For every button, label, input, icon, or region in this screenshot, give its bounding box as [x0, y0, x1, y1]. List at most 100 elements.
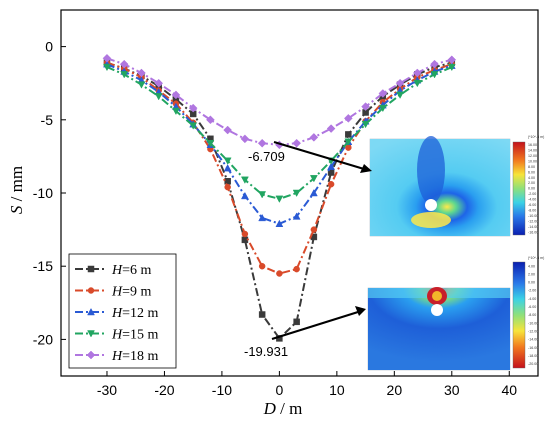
y-tick-label: -15 — [33, 258, 53, 274]
axis-ticks: -30 -20 -10 0 10 20 30 40 0 -5 -10 -15 -20 — [33, 39, 517, 398]
x-tick-label: 20 — [387, 382, 403, 398]
data-point — [223, 164, 232, 172]
data-point — [119, 59, 129, 69]
series-h-5 — [102, 53, 457, 150]
data-point — [258, 311, 266, 318]
data-point — [120, 71, 129, 79]
x-tick-label: 40 — [501, 382, 517, 398]
x-tick-label: 0 — [275, 382, 283, 398]
legend-item: H=6 m — [75, 263, 152, 278]
tunnel-icon — [431, 304, 443, 316]
data-point — [188, 103, 198, 113]
data-point — [361, 102, 370, 111]
legend-label: H=6 m — [111, 263, 152, 278]
scale-label: -12.00 — [528, 220, 538, 224]
data-point — [154, 93, 163, 101]
data-point — [327, 162, 336, 170]
data-point — [292, 212, 301, 220]
legend-label: H=9 m — [111, 285, 152, 300]
data-point — [430, 59, 439, 69]
color-scale-top — [512, 141, 526, 236]
annotation-min-h18: -6.709 — [248, 149, 285, 164]
legend-item: H=18 m — [75, 349, 159, 364]
data-point — [327, 180, 335, 188]
scale-unit-bottom: (*10^-3 m) — [528, 256, 544, 260]
scale-label: 0.00 — [528, 187, 535, 191]
annotation-arrow-top — [273, 140, 365, 171]
scale-label: -20.00 — [528, 362, 538, 366]
scale-label: -4.00 — [528, 297, 536, 301]
data-point — [276, 270, 283, 277]
data-point — [154, 78, 164, 88]
data-point — [292, 189, 301, 198]
annotation-arrowhead-bottom — [355, 306, 366, 316]
scale-unit-top: (*10^-3 m) — [528, 135, 544, 139]
y-tick-label: -20 — [33, 331, 53, 347]
annotation-arrowhead-top — [360, 164, 372, 173]
scale-label: -18.00 — [528, 354, 538, 358]
x-tick-label: 30 — [444, 382, 460, 398]
data-point — [430, 71, 439, 79]
data-point — [223, 125, 233, 135]
data-point — [326, 124, 336, 133]
series-h-4 — [103, 63, 456, 203]
data-point — [447, 55, 457, 65]
data-point — [309, 188, 318, 197]
scale-label: 4.00 — [528, 176, 535, 180]
scale-label: 2.00 — [528, 272, 535, 276]
scale-label: 6.00 — [528, 170, 535, 174]
data-point — [224, 178, 231, 185]
data-point — [258, 262, 266, 270]
x-tick-label: -10 — [212, 382, 232, 398]
data-point — [102, 53, 112, 63]
data-point — [103, 63, 111, 72]
legend-marker — [87, 307, 95, 316]
y-axis-title: S / mm — [7, 166, 26, 214]
series-line — [106, 61, 453, 340]
series-line — [106, 61, 453, 275]
scale-label: 16.00 — [528, 143, 537, 147]
scale-label: -2.00 — [528, 192, 536, 196]
tunnel-icon — [425, 199, 437, 211]
scale-label: -14.00 — [528, 225, 538, 229]
data-point — [275, 219, 284, 227]
data-point — [137, 81, 146, 89]
scale-label: 4.00 — [528, 264, 535, 268]
scale-label: -8.00 — [528, 209, 536, 213]
scale-label: -10.00 — [528, 321, 538, 325]
legend-marker — [87, 287, 95, 294]
x-axis-title: D / m — [263, 399, 303, 418]
scale-label: -12.00 — [528, 330, 538, 334]
data-point — [240, 176, 249, 184]
data-point — [361, 120, 370, 129]
data-point — [343, 113, 353, 123]
data-point — [240, 191, 249, 200]
y-tick-label: -5 — [41, 112, 54, 128]
scale-label: -14.00 — [528, 338, 538, 342]
annotation-min-h6: -19.931 — [244, 344, 288, 359]
legend-marker — [86, 350, 96, 360]
data-point — [241, 230, 249, 238]
data-point — [292, 138, 301, 148]
data-point — [293, 318, 300, 326]
data-point — [345, 131, 352, 138]
legend-marker — [87, 330, 95, 338]
scale-label: -6.00 — [528, 203, 536, 207]
data-point — [309, 133, 319, 142]
data-point — [258, 191, 267, 199]
scale-label: 10.00 — [528, 159, 537, 163]
legend-label: H=12 m — [111, 306, 159, 321]
scale-label: -10.00 — [528, 214, 538, 218]
data-point — [206, 115, 215, 125]
scale-label: 12.00 — [528, 154, 537, 158]
data-point — [189, 122, 198, 130]
data-point — [310, 226, 318, 233]
data-point — [275, 195, 284, 203]
scale-label: -4.00 — [528, 198, 536, 202]
data-point — [412, 68, 422, 78]
data-point — [396, 91, 404, 99]
data-point — [378, 89, 388, 98]
scale-label: 0.00 — [528, 281, 535, 285]
scale-label: -6.00 — [528, 305, 536, 309]
